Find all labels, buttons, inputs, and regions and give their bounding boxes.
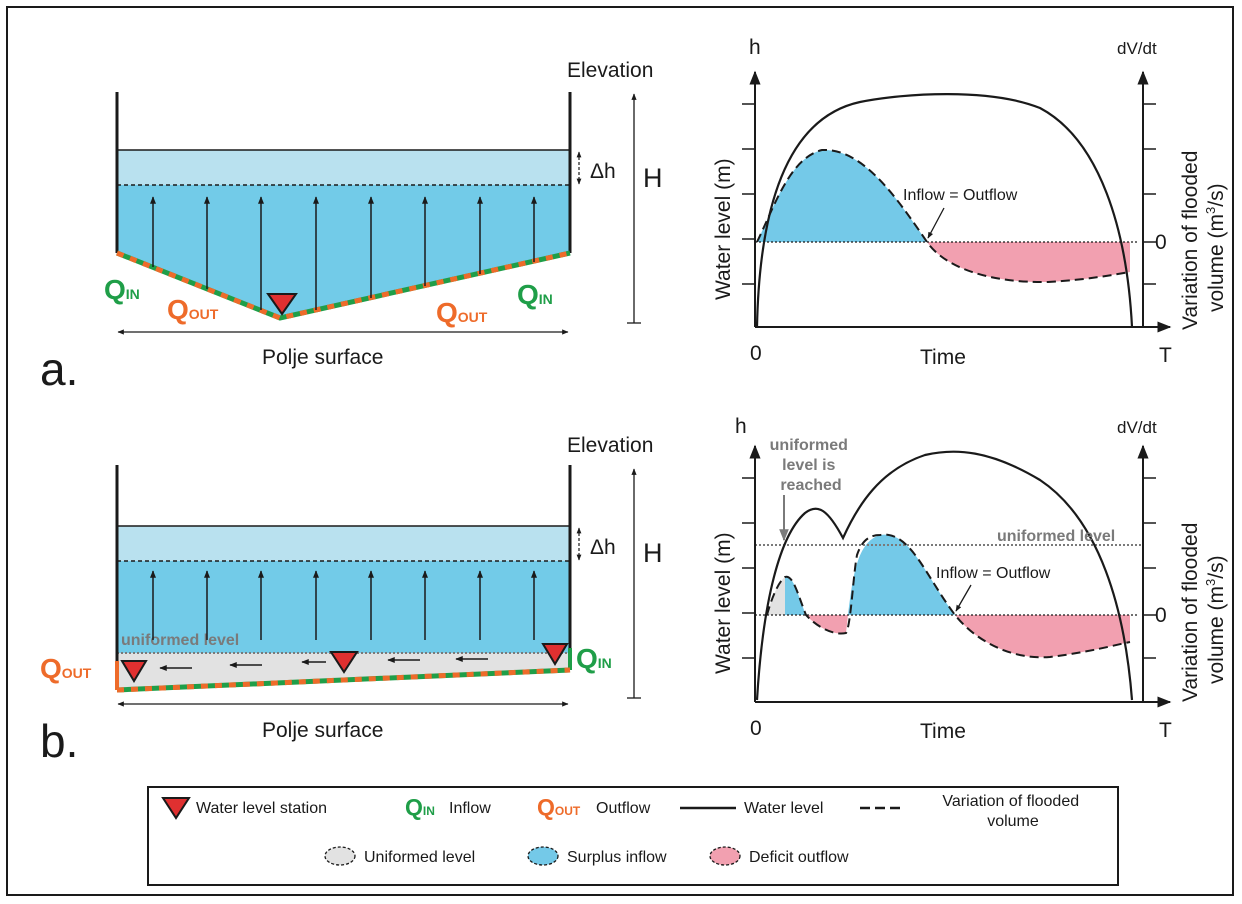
legend-variation-label: Variation of flooded volume <box>942 793 1083 830</box>
left-ticks <box>742 103 755 285</box>
q-in-right: QIN <box>517 279 553 310</box>
uniform-area <box>767 577 785 615</box>
water-body <box>117 185 570 318</box>
uniformed-level-reached-note: uniformed level is reached <box>770 437 853 494</box>
H-label: H <box>643 163 663 193</box>
water-band-light <box>117 526 570 561</box>
polje-floor-orange <box>116 250 571 321</box>
y-label-left: Water level (m) <box>712 532 735 674</box>
legend-box <box>147 786 1119 886</box>
panel-letter-a: a. <box>40 343 78 395</box>
polje-floor-orange <box>116 667 571 693</box>
surplus-area-1 <box>785 576 806 615</box>
elevation-label: Elevation <box>567 434 653 457</box>
water-level-station-icon <box>161 797 191 820</box>
water-body <box>117 561 570 653</box>
left-ticks <box>742 477 755 659</box>
legend-uniformed-swatch <box>324 846 356 866</box>
x-zero-label: 0 <box>750 717 762 740</box>
right-zero-label: 0 <box>1155 231 1167 254</box>
water-band-light <box>117 150 570 185</box>
legend-uniformed-label: Uniformed level <box>364 849 475 866</box>
legend-inflow-label: Inflow <box>449 800 491 817</box>
legend-outflow-symbol: QOUT <box>537 794 581 820</box>
x-axis-label: Time <box>920 346 966 369</box>
graph-a: h dV/dt Water level (m) Variation of flo… <box>712 36 1228 369</box>
elevation-label: Elevation <box>567 59 653 82</box>
H-label: H <box>643 538 663 568</box>
water-level-station-icon <box>120 660 148 683</box>
legend-outflow-label: Outflow <box>596 800 651 817</box>
legend: Water level station QIN Inflow QOUT Outf… <box>147 786 1119 886</box>
x-end-label: T <box>1159 719 1172 742</box>
h-axis-label: h <box>749 36 761 59</box>
svg-text:Variation of flooded: Variation of flooded <box>1179 523 1202 702</box>
uniformed-level-label: uniformed level <box>997 528 1115 545</box>
dvdt-axis-label: dV/dt <box>1117 418 1157 437</box>
x-axis-label: Time <box>920 720 966 743</box>
x-zero-label: 0 <box>750 342 762 365</box>
surplus-area <box>757 149 927 242</box>
legend-surplus-swatch <box>527 846 559 866</box>
q-out-left: QOUT <box>167 294 219 325</box>
q-out-right: QOUT <box>436 297 488 328</box>
graph-b: h dV/dt Water level (m) Variation of flo… <box>712 415 1228 743</box>
panel-a-schematic: Δh H Elevation Polje surface a. QIN QOUT… <box>40 59 663 395</box>
x-end-label: T <box>1159 344 1172 367</box>
legend-deficit-swatch <box>709 846 741 866</box>
upward-arrows <box>150 196 537 310</box>
annotation-arrow <box>955 584 972 612</box>
surplus-area-2 <box>848 534 955 615</box>
water-level-station-icon <box>329 651 359 674</box>
right-zero-label: 0 <box>1155 604 1167 627</box>
legend-water-level-label: Water level <box>744 800 823 817</box>
polje-surface-label: Polje surface <box>262 719 383 742</box>
dh-label: Δh <box>590 160 616 183</box>
h-axis-label: h <box>735 415 747 438</box>
svg-text:volume (m3/s): volume (m3/s) <box>1203 555 1228 684</box>
annotation-arrow <box>927 207 945 239</box>
right-ticks <box>1143 103 1156 285</box>
svg-text:Variation of flooded: Variation of flooded <box>1179 151 1202 330</box>
upward-arrows <box>150 570 537 640</box>
deficit-area <box>927 242 1130 283</box>
legend-deficit-label: Deficit outflow <box>749 849 849 866</box>
y-label-right: Variation of flooded volume (m3/s) <box>1179 151 1228 330</box>
legend-surplus-label: Surplus inflow <box>567 849 667 866</box>
flooded-volume-curve <box>766 533 1131 659</box>
panel-letter-b: b. <box>40 715 78 767</box>
q-in-left: QIN <box>104 274 140 305</box>
uniformed-level-label: uniformed level <box>121 632 239 649</box>
figure-frame <box>6 6 1234 896</box>
panel-b-schematic: uniformed level Δh <box>40 434 663 767</box>
q-out: QOUT <box>40 653 92 684</box>
q-in: QIN <box>576 643 612 674</box>
dh-label: Δh <box>590 536 616 559</box>
inflow-outflow-annotation: Inflow = Outflow <box>936 565 1051 582</box>
y-label-left: Water level (m) <box>712 158 735 300</box>
dvdt-axis-label: dV/dt <box>1117 39 1157 58</box>
deficit-area-1 <box>806 615 848 634</box>
flooded-volume-curve <box>756 148 1131 284</box>
polje-surface-label: Polje surface <box>262 346 383 369</box>
deficit-area-2 <box>955 615 1130 658</box>
y-label-right: Variation of flooded volume (m3/s) <box>1179 523 1228 702</box>
right-ticks <box>1143 477 1156 659</box>
leftward-arrows <box>159 656 488 671</box>
legend-inflow-symbol: QIN <box>405 794 435 820</box>
inflow-outflow-annotation: Inflow = Outflow <box>903 187 1018 204</box>
water-level-curve <box>755 93 1134 328</box>
water-level-station-icon <box>541 643 569 666</box>
water-level-station-icon <box>266 293 298 316</box>
svg-text:volume (m3/s): volume (m3/s) <box>1203 183 1228 312</box>
legend-station-label: Water level station <box>196 800 327 817</box>
